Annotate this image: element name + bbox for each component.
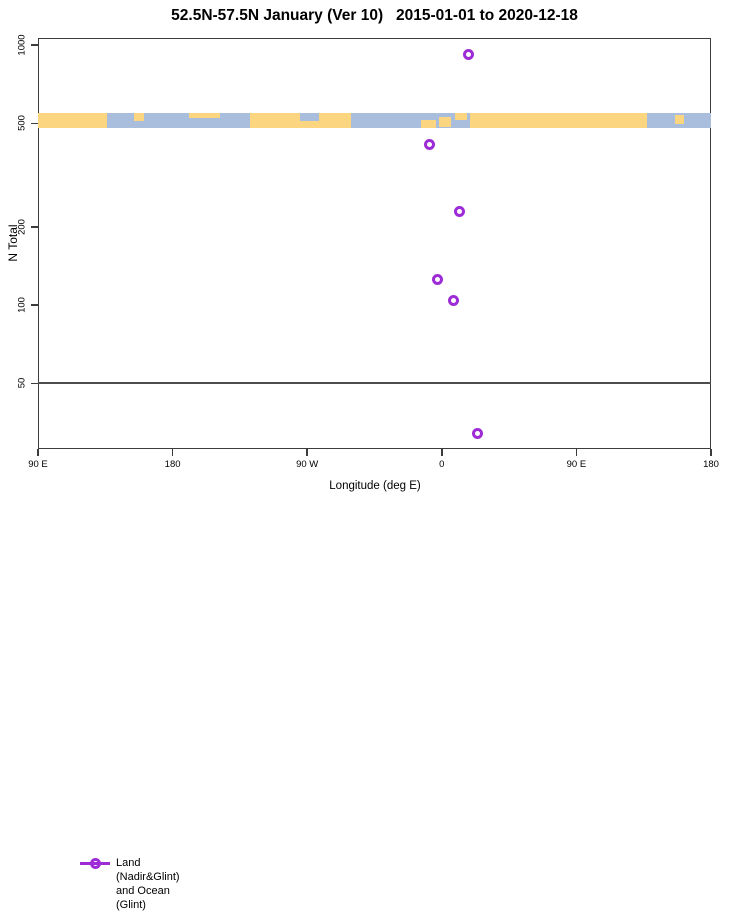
- x-tick-mark: [575, 449, 578, 456]
- plot-title: 52.5N-57.5N January (Ver 10) 2015-01-01 …: [171, 7, 578, 24]
- x-tick-mark: [710, 449, 712, 456]
- x-tick-label: 90 W: [296, 459, 319, 470]
- x-tick-label: 90 E: [566, 459, 587, 470]
- data-point: [463, 48, 475, 60]
- x-tick-label: 180: [703, 459, 719, 470]
- y-tick-label: 1000: [16, 34, 28, 56]
- legend-open-circle-icon: [90, 857, 101, 869]
- y-tick-mark: [31, 304, 38, 306]
- x-tick-label: 180: [164, 459, 181, 470]
- x-tick-label: 90 E: [28, 459, 48, 470]
- data-point: [454, 205, 466, 217]
- plot-area-border: [38, 38, 711, 449]
- x-axis-label: Longitude (deg E): [329, 480, 421, 492]
- map-band-segment-land: [38, 113, 107, 128]
- map-band-segment-ocean: [106, 113, 251, 128]
- map-band-segment-ocean: [299, 113, 320, 122]
- map-band-segment-land: [438, 116, 451, 127]
- y-tick-label: 500: [16, 115, 28, 132]
- map-band-segment-land: [470, 113, 647, 128]
- y-tick-mark: [31, 226, 38, 228]
- y-tick-label: 200: [16, 218, 28, 235]
- x-tick-mark: [171, 449, 174, 456]
- map-band-segment-land: [189, 113, 221, 118]
- legend-label: Land (Nadir&Glint) and Ocean (Glint): [116, 857, 180, 911]
- map-band-segment-land: [455, 113, 468, 120]
- y-tick-mark: [31, 382, 38, 385]
- map-band-segment-land: [420, 119, 436, 128]
- data-point: [472, 428, 484, 440]
- y-tick-mark: [31, 44, 38, 46]
- data-point: [424, 138, 436, 150]
- x-tick-mark: [37, 449, 39, 456]
- y-tick-label: 50: [16, 378, 28, 389]
- reference-line: [38, 382, 711, 385]
- map-band-segment-land: [675, 115, 685, 124]
- y-tick-mark: [31, 122, 38, 125]
- x-tick-mark: [441, 449, 443, 456]
- scatter-plot: 52.5N-57.5N January (Ver 10) 2015-01-01 …: [6, 7, 719, 911]
- x-tick-mark: [306, 449, 308, 456]
- map-band-segment-ocean: [350, 113, 471, 128]
- map-band-segment-land: [133, 113, 145, 121]
- data-point: [448, 295, 460, 307]
- x-tick-label: 0: [439, 459, 445, 470]
- y-tick-label: 100: [16, 297, 28, 314]
- data-point: [431, 273, 443, 285]
